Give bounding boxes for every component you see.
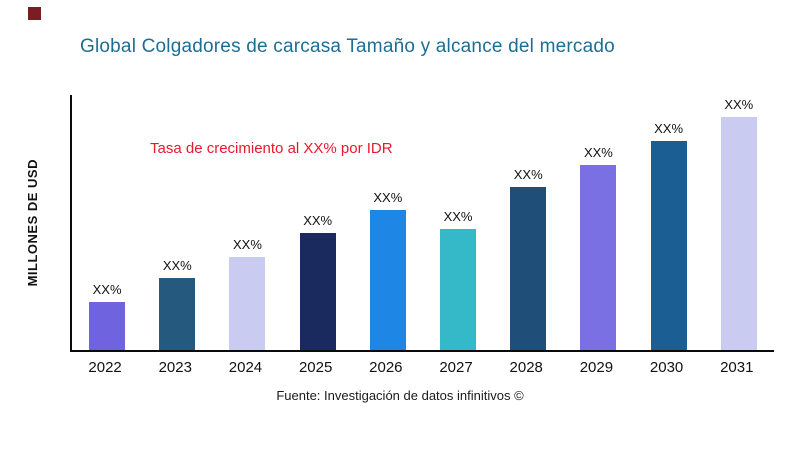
x-tick-2022: 2022 xyxy=(88,359,122,376)
source-footer: Fuente: Investigación de datos infinitiv… xyxy=(276,388,524,403)
bar-group-2023: XX% xyxy=(142,258,212,350)
plot-area: XX% XX% XX% XX% XX% XX% XX% XX% XX% XX% xyxy=(70,95,774,352)
bar-group-2025: XX% xyxy=(283,213,353,350)
bar-value-label-2029: XX% xyxy=(583,145,613,160)
brand-logo xyxy=(28,7,41,20)
x-tick-2023: 2023 xyxy=(158,359,192,376)
x-axis-labels: 2022 2023 2024 2025 2026 2027 2028 2029 2030 2031 xyxy=(70,359,772,376)
bar-group-2031: XX% xyxy=(704,97,774,350)
bar-2027 xyxy=(440,229,477,350)
x-tick-2030: 2030 xyxy=(649,359,684,376)
x-tick-2029: 2029 xyxy=(579,359,614,376)
bar-group-2022: XX% xyxy=(72,282,142,350)
bar-2029 xyxy=(580,165,617,350)
bar-2025 xyxy=(299,233,336,350)
y-axis-label-text: MILLONES DE USD xyxy=(24,158,40,287)
bar-value-label-2023: XX% xyxy=(162,258,192,273)
bar-2022 xyxy=(89,302,126,350)
y-axis-label: MILLONES DE USD xyxy=(22,95,42,350)
x-tick-2024: 2024 xyxy=(228,359,263,376)
bar-value-label-2022: XX% xyxy=(92,282,122,297)
bar-group-2024: XX% xyxy=(212,237,282,350)
bar-value-label-2030: XX% xyxy=(654,121,684,136)
bar-value-label-2027: XX% xyxy=(443,209,473,224)
bar-2031 xyxy=(720,117,757,350)
bar-value-label-2025: XX% xyxy=(303,213,333,228)
bar-group-2028: XX% xyxy=(493,167,563,350)
x-tick-2026: 2026 xyxy=(369,359,403,376)
bar-group-2027: XX% xyxy=(423,209,493,350)
x-tick-2031: 2031 xyxy=(720,359,754,376)
x-tick-2025: 2025 xyxy=(298,359,333,376)
bar-group-2026: XX% xyxy=(353,190,423,350)
growth-rate-annotation: Tasa de crecimiento al XX% por IDR xyxy=(150,140,393,157)
bar-2023 xyxy=(159,278,196,350)
bar-2028 xyxy=(510,187,547,350)
bar-group-2029: XX% xyxy=(563,145,633,350)
bar-value-label-2024: XX% xyxy=(233,237,262,252)
bar-2026 xyxy=(369,210,406,350)
bar-2024 xyxy=(229,257,266,350)
chart-title: Global Colgadores de carcasa Tamaño y al… xyxy=(80,36,615,57)
bar-group-2030: XX% xyxy=(634,121,704,350)
bar-value-label-2026: XX% xyxy=(373,190,403,205)
x-tick-2028: 2028 xyxy=(509,359,543,376)
x-tick-2027: 2027 xyxy=(439,359,473,376)
bar-value-label-2031: XX% xyxy=(724,97,754,112)
bar-2030 xyxy=(650,141,687,350)
bar-value-label-2028: XX% xyxy=(513,167,543,182)
